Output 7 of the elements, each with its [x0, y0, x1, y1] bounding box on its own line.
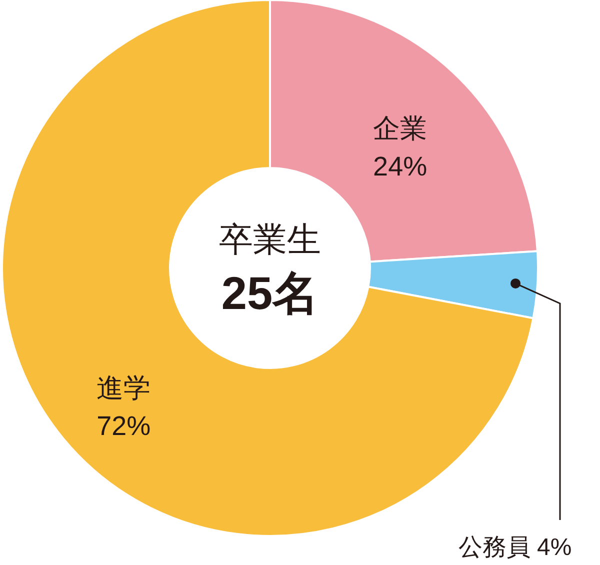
slice-label: 企業 — [373, 113, 428, 144]
text: 卒業生 — [219, 221, 321, 259]
text: 25名 — [221, 267, 319, 319]
slice-label: 進学 — [96, 373, 151, 404]
data-label: 24% — [373, 151, 428, 182]
data-label: 72% — [96, 411, 151, 442]
slice-label: 公務員 4% — [458, 534, 572, 561]
